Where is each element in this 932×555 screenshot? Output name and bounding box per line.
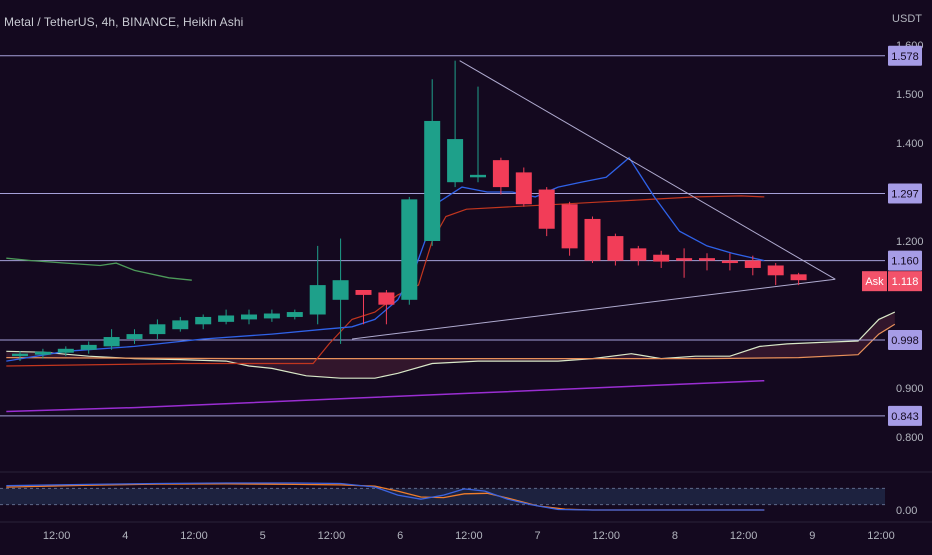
candle-body xyxy=(172,320,189,330)
oscillator-band xyxy=(0,488,885,505)
candle-body xyxy=(721,260,738,264)
y-tick-label: 1.500 xyxy=(896,89,924,101)
candle-body xyxy=(126,334,143,339)
triangle-lower-line xyxy=(351,278,836,340)
x-tick-label: 6 xyxy=(397,530,403,542)
candle-body xyxy=(653,254,670,262)
chart-title: Metal / TetherUS, 4h, BINANCE, Heikin As… xyxy=(4,15,244,29)
x-tick-label: 12:00 xyxy=(730,530,758,542)
currency-label: USDT xyxy=(892,13,922,25)
candle-body xyxy=(34,351,51,355)
candle-body xyxy=(12,353,28,357)
x-tick-label: 12:00 xyxy=(455,530,483,542)
candle-body xyxy=(744,260,761,268)
candle-body xyxy=(149,324,166,335)
ask-price-bg xyxy=(888,271,922,292)
candle-body xyxy=(355,290,372,295)
level-price-label: 0.843 xyxy=(891,411,919,423)
level-price-label: 1.297 xyxy=(891,188,919,200)
ask-tag-bg xyxy=(862,271,887,292)
candle-body xyxy=(699,258,715,261)
blue-ma-line xyxy=(6,156,765,362)
candle-body xyxy=(630,248,647,261)
candle-body xyxy=(515,172,532,205)
x-tick-label: 5 xyxy=(260,530,266,542)
x-tick-label: 12:00 xyxy=(867,530,895,542)
candle-body xyxy=(424,120,441,241)
cloud-upper-line xyxy=(6,311,896,379)
candle-body xyxy=(401,199,418,300)
candle-body xyxy=(378,292,395,305)
candle-body xyxy=(57,348,74,353)
y-tick-label: 0.800 xyxy=(896,432,924,444)
cloud-lower-line xyxy=(6,323,896,360)
oscillator-tick-label: 0.00 xyxy=(896,505,917,517)
level-price-label: 1.160 xyxy=(891,256,919,268)
candle-body xyxy=(470,174,486,178)
triangle-upper-line xyxy=(459,60,836,280)
x-tick-label: 8 xyxy=(672,530,678,542)
candle-body xyxy=(492,160,509,188)
level-price-label-bg xyxy=(888,405,922,426)
level-price-label-bg xyxy=(888,45,922,66)
candle-body xyxy=(676,258,693,261)
x-tick-label: 12:00 xyxy=(180,530,208,542)
x-tick-label: 4 xyxy=(122,530,128,542)
level-price-label-bg xyxy=(888,329,922,350)
ask-tag-label: Ask xyxy=(865,276,884,288)
level-price-label: 1.578 xyxy=(891,51,919,63)
candle-body xyxy=(538,189,555,229)
oscillator-blue-line xyxy=(6,482,765,511)
candle-body xyxy=(790,274,807,281)
candle-body xyxy=(309,285,326,315)
green-ma-line xyxy=(6,257,192,281)
level-price-label-bg xyxy=(888,250,922,271)
candle-body xyxy=(263,313,280,319)
x-tick-label: 12:00 xyxy=(43,530,71,542)
candle-body xyxy=(447,139,464,183)
candle-body xyxy=(195,316,212,325)
candle-body xyxy=(767,265,784,276)
purple-ma-line xyxy=(6,379,765,413)
candle-body xyxy=(584,218,601,261)
y-tick-label: 0.900 xyxy=(896,383,924,395)
level-price-label: 0.998 xyxy=(891,335,919,347)
level-price-label-bg xyxy=(888,183,922,204)
candle-body xyxy=(218,315,235,322)
y-tick-label: 1.200 xyxy=(896,236,924,248)
x-tick-label: 12:00 xyxy=(592,530,620,542)
candle-body xyxy=(332,280,349,300)
x-tick-label: 7 xyxy=(534,530,540,542)
candle-body xyxy=(103,337,120,347)
x-tick-label: 12:00 xyxy=(318,530,346,542)
y-tick-label: 1.400 xyxy=(896,138,924,150)
x-tick-label: 9 xyxy=(809,530,815,542)
candle-body xyxy=(607,236,624,261)
candle-body xyxy=(80,344,97,350)
candle-body xyxy=(286,312,303,317)
ask-price-label: 1.118 xyxy=(892,276,919,288)
candle-body xyxy=(241,314,257,320)
candle-body xyxy=(561,204,578,249)
